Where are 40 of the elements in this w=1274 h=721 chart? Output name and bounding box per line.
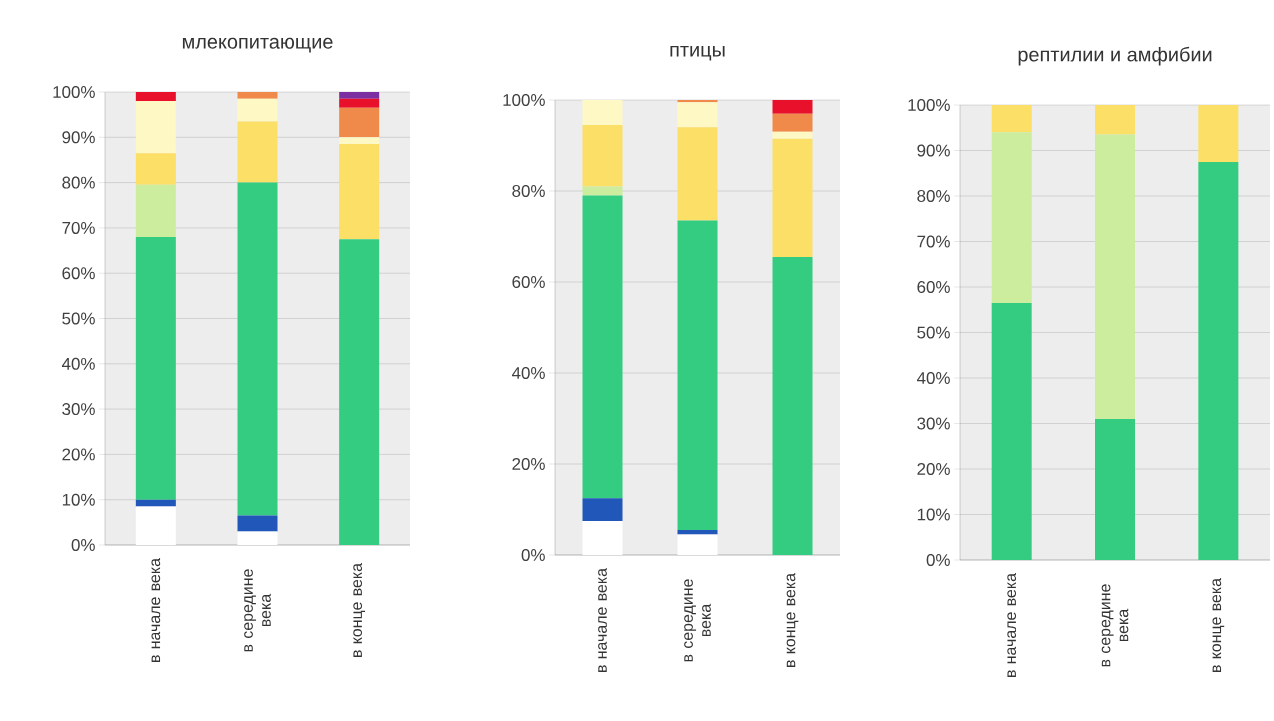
y-tick-label: 50%	[917, 326, 950, 339]
chart-title: рептилии и амфибии	[1018, 46, 1212, 66]
chart-title: млекопитающие	[182, 37, 333, 53]
y-tick-label: 90%	[62, 131, 95, 144]
y-tick-label: 60%	[917, 281, 950, 294]
y-tick-label: 40%	[511, 367, 545, 380]
y-tick-label: 90%	[917, 144, 950, 157]
y-tick-label: 80%	[917, 190, 950, 203]
x-tick-label: в середине века	[684, 579, 711, 662]
x-tick-label: в начале века	[1007, 573, 1017, 677]
y-tick-label: 20%	[62, 448, 95, 461]
y-tick-label: 10%	[917, 508, 950, 521]
y-tick-label: 10%	[62, 493, 95, 506]
x-tick-label: в начале века	[151, 558, 161, 662]
x-tick-label: в конце века	[1212, 578, 1225, 672]
y-tick-label: 60%	[512, 276, 545, 289]
y-tick-label: 60%	[62, 267, 95, 280]
y-tick-label: 80%	[62, 176, 95, 189]
x-tick-label: в начале века	[598, 568, 607, 672]
y-tick-label: 0%	[71, 539, 95, 552]
y-tick-label: 100%	[53, 86, 95, 98]
y-tick-label: 30%	[917, 417, 950, 430]
x-tick-label: в середине века	[244, 569, 271, 652]
y-tick-label: 70%	[917, 235, 950, 248]
y-tick-label: 80%	[512, 185, 545, 198]
y-tick-label: 30%	[62, 403, 95, 416]
chart-title: птицы	[670, 46, 725, 61]
x-tick-label: в середине века	[1101, 584, 1129, 667]
y-tick-label: 40%	[916, 372, 950, 385]
y-tick-label: 70%	[62, 221, 95, 234]
x-tick-label: в конце века	[786, 573, 799, 667]
y-tick-label: 20%	[512, 458, 545, 471]
y-tick-label: 100%	[503, 94, 545, 106]
y-tick-label: 0%	[521, 549, 545, 562]
x-tick-label: в конце века	[353, 563, 366, 657]
y-tick-label: 40%	[61, 357, 95, 370]
y-tick-label: 0%	[926, 554, 950, 567]
y-tick-label: 50%	[62, 312, 95, 325]
y-tick-label: 100%	[908, 99, 950, 111]
y-tick-label: 20%	[917, 463, 950, 476]
